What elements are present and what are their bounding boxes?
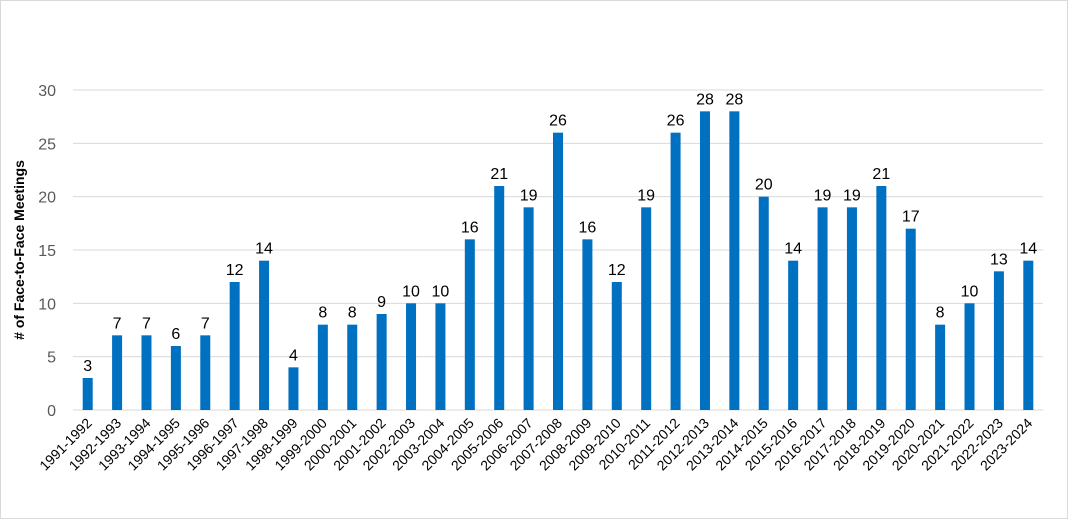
y-tick-label: 30: [38, 83, 56, 100]
bar: [729, 111, 740, 410]
bar: [670, 132, 681, 410]
data-label: 13: [990, 251, 1008, 268]
data-label: 19: [814, 187, 832, 204]
data-label: 26: [549, 113, 567, 130]
bars: [82, 111, 1034, 410]
y-tick-label: 0: [47, 403, 56, 420]
bar: [82, 378, 93, 410]
data-label: 28: [725, 91, 743, 108]
data-label: 7: [142, 315, 151, 332]
data-labels: 3 7 7 6 7 12 14 4 8 8 9 10 10 16 21 19 26 16 12 19 26 28 28 20 1…: [83, 91, 1037, 375]
data-label: 10: [961, 283, 979, 300]
y-tick-label: 10: [38, 296, 56, 313]
data-label: 12: [226, 262, 244, 279]
data-label: 4: [289, 347, 298, 364]
data-label: 10: [432, 283, 450, 300]
data-label: 19: [843, 187, 861, 204]
bar: [935, 324, 946, 410]
bar: [993, 271, 1004, 410]
bar: [406, 303, 417, 410]
bar: [141, 335, 152, 410]
data-label: 7: [113, 315, 122, 332]
data-label: 16: [461, 219, 479, 236]
bar: [200, 335, 211, 410]
data-label: 14: [784, 241, 802, 258]
bar: [758, 196, 769, 410]
y-axis-ticks: 0 5 10 15 20 25 30: [38, 83, 56, 420]
bar: [611, 282, 622, 410]
bar: [376, 314, 387, 410]
y-tick-label: 25: [38, 136, 56, 153]
bar: [494, 186, 505, 410]
bar: [788, 260, 799, 410]
data-label: 20: [755, 177, 773, 194]
bar: [817, 207, 828, 410]
data-label: 26: [667, 113, 685, 130]
bar: [259, 260, 270, 410]
data-label: 8: [348, 305, 357, 322]
bar: [229, 282, 240, 410]
data-label: 7: [201, 315, 210, 332]
bar: [699, 111, 710, 410]
bar: [288, 367, 299, 410]
bar: [464, 239, 475, 410]
bar: [641, 207, 652, 410]
x-axis-ticks: 1991-19921992-19931993-19941994-19951995…: [36, 415, 1035, 474]
data-label: 9: [377, 294, 386, 311]
data-label: 8: [318, 305, 327, 322]
data-label: 28: [696, 91, 714, 108]
bar: [905, 228, 916, 410]
y-tick-label: 15: [38, 243, 56, 260]
bar: [435, 303, 446, 410]
data-label: 21: [490, 166, 508, 183]
data-label: 16: [578, 219, 596, 236]
y-tick-label: 20: [38, 190, 56, 207]
y-axis-title: # of Face-to-Face Meetings: [11, 160, 27, 340]
bar: [582, 239, 593, 410]
bar: [553, 132, 563, 410]
data-label: 17: [902, 209, 920, 226]
data-label: 8: [936, 305, 945, 322]
bar: [170, 346, 181, 410]
bar: [112, 335, 123, 410]
data-label: 14: [255, 241, 273, 258]
bar: [846, 207, 857, 410]
bar: [347, 324, 358, 410]
data-label: 19: [520, 187, 538, 204]
bar: [964, 303, 975, 410]
bar: [317, 324, 328, 410]
y-tick-label: 5: [47, 350, 56, 367]
data-label: 10: [402, 283, 420, 300]
bar: [523, 207, 534, 410]
data-label: 21: [872, 166, 890, 183]
bar: [1023, 260, 1034, 410]
data-label: 12: [608, 262, 626, 279]
data-label: 19: [637, 187, 655, 204]
data-label: 14: [1019, 241, 1037, 258]
data-label: 3: [83, 358, 92, 375]
bar: [876, 186, 887, 410]
data-label: 6: [171, 326, 180, 343]
